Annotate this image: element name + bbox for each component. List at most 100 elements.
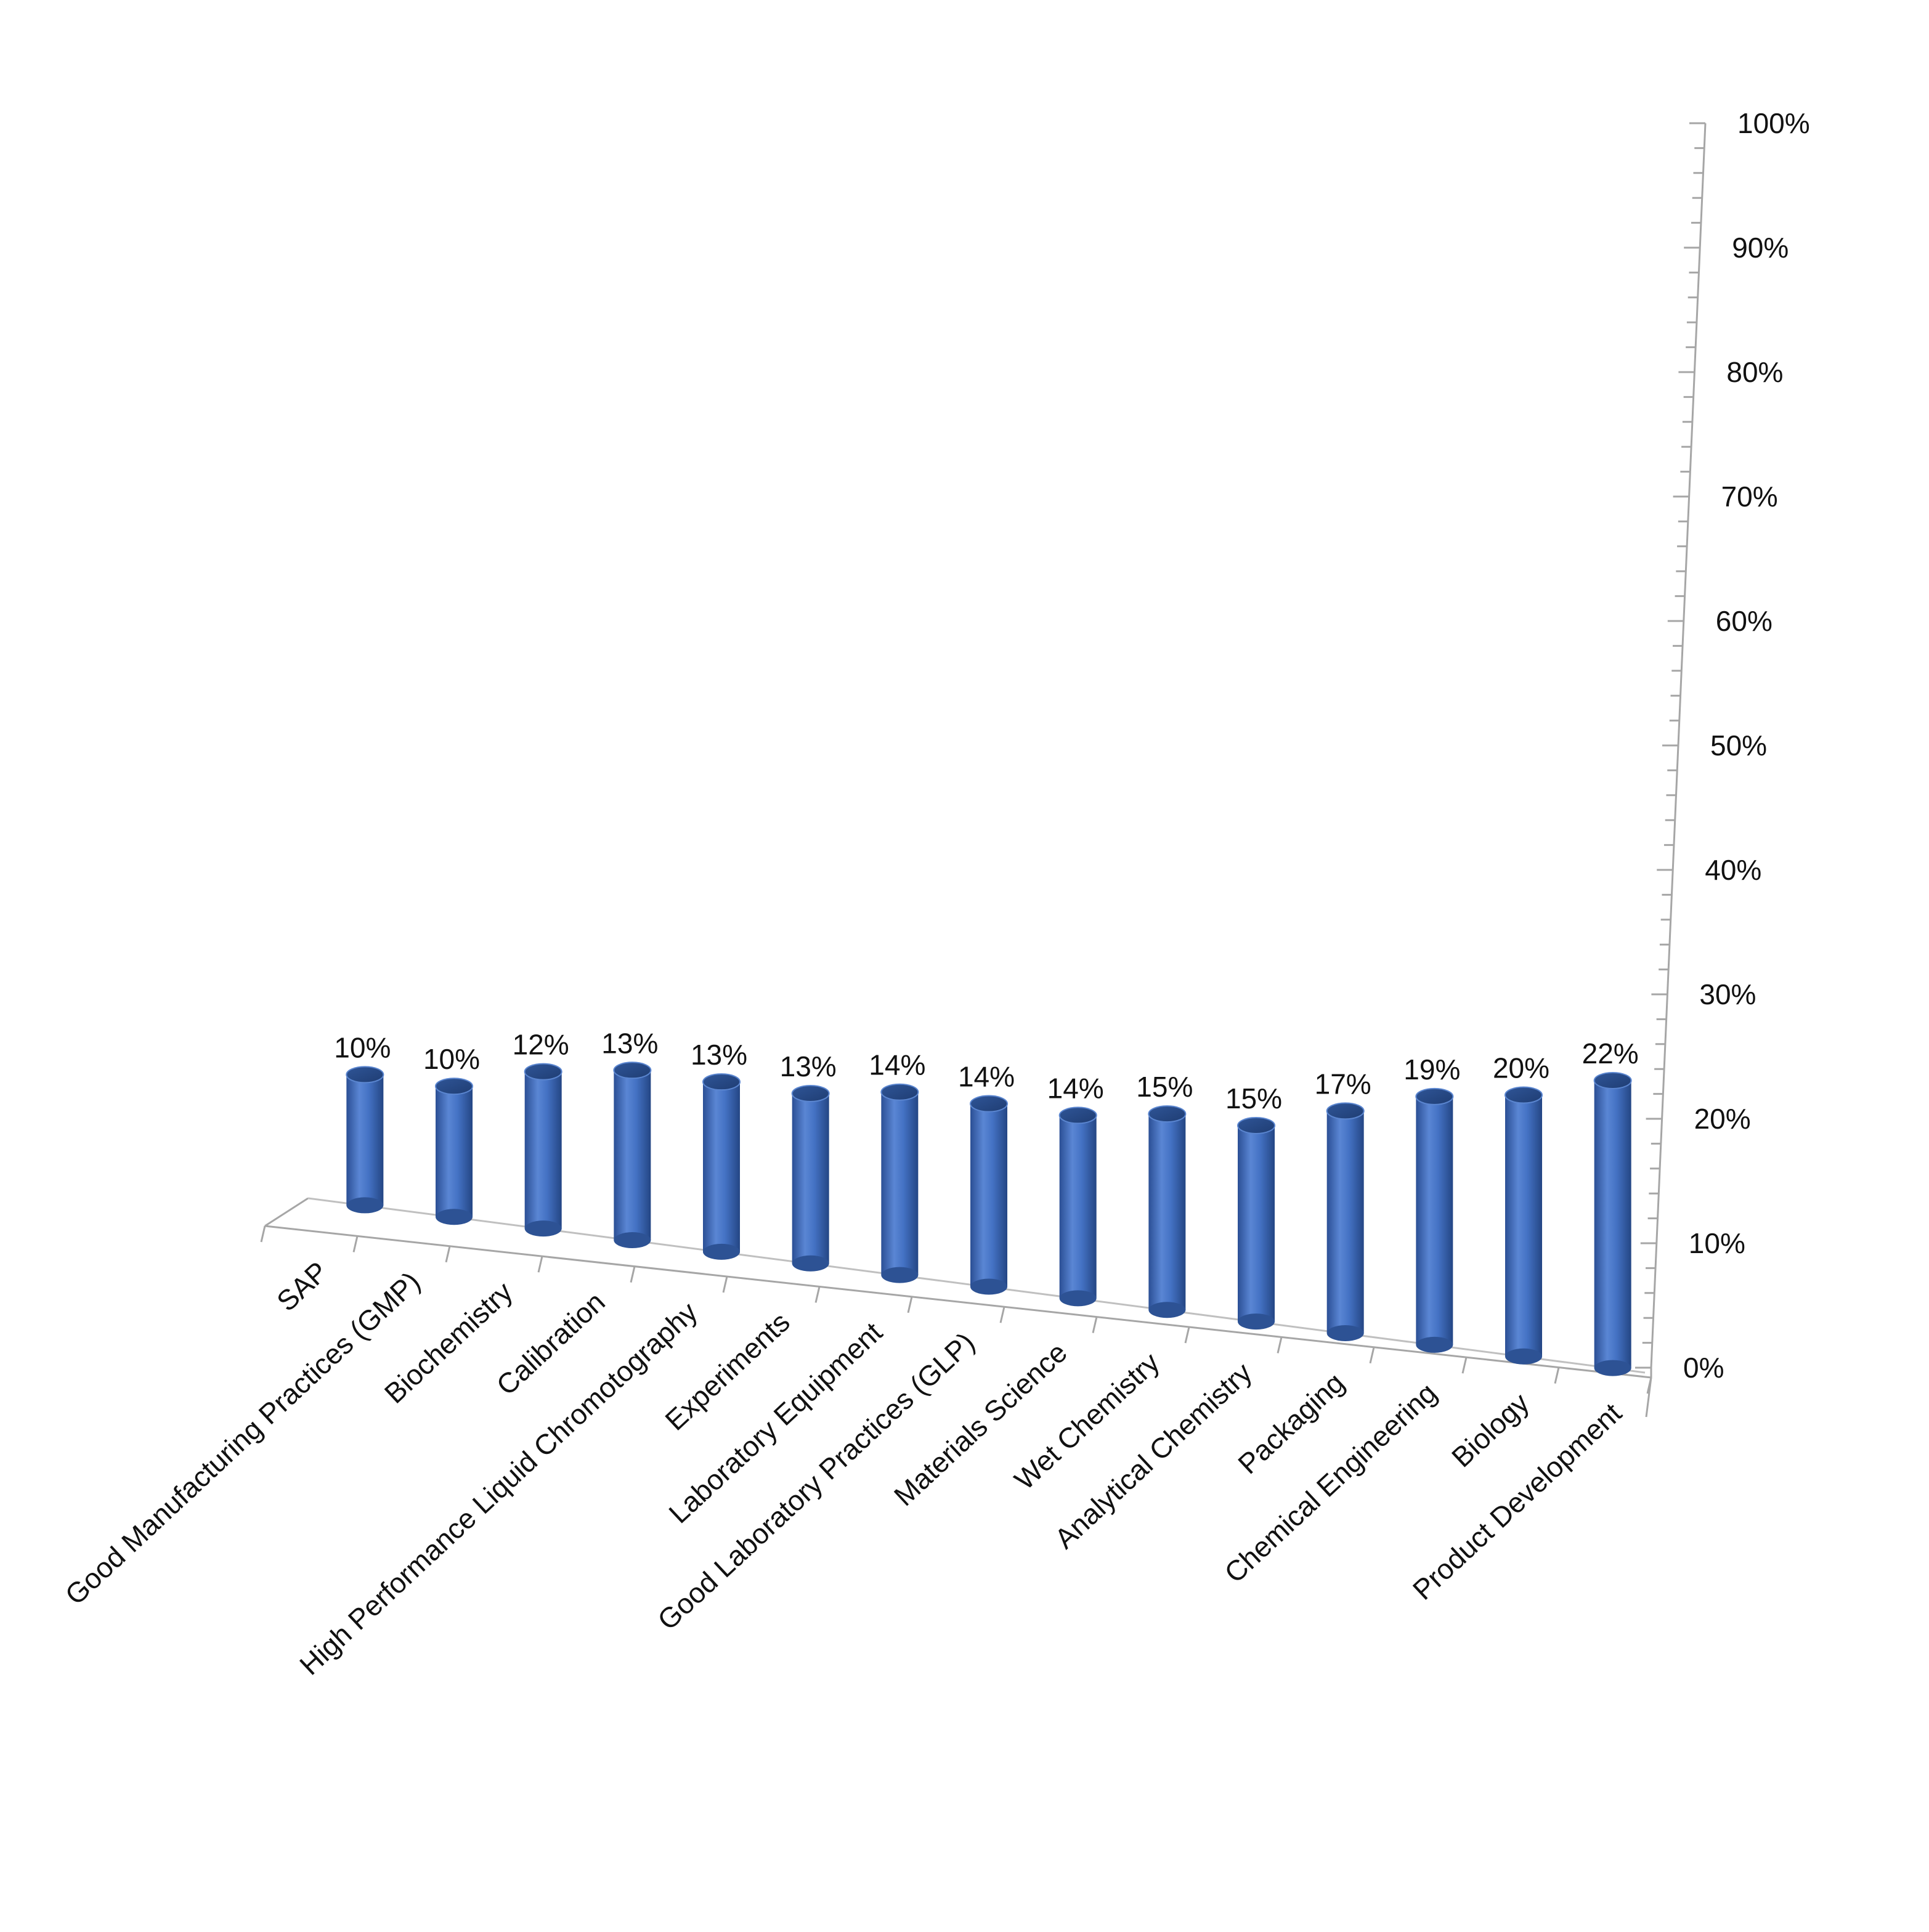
floor-left-edge (264, 1197, 309, 1227)
bar-top (880, 1083, 919, 1101)
data-label: 10% (423, 1043, 480, 1075)
data-label: 19% (1403, 1053, 1460, 1086)
data-label: 14% (1047, 1072, 1104, 1104)
bar-body (792, 1094, 829, 1264)
bar-top (1505, 1086, 1543, 1104)
data-label: 15% (1136, 1071, 1193, 1103)
bar-top (1415, 1087, 1454, 1105)
x-tick-mark (1184, 1326, 1190, 1344)
y-tick-label: 100% (1737, 107, 1810, 139)
x-tick-label: Analytical Chemistry (1049, 1356, 1258, 1554)
labels: 0% 10% 20% 30% 40% 50% 60% 70% 80% 90% 100% 10% 10% 1… (59, 107, 1809, 1681)
bar (791, 1085, 830, 1272)
bar-base (1059, 1290, 1097, 1307)
bar-base (1326, 1325, 1364, 1341)
data-label: 22% (1582, 1037, 1639, 1070)
bar (1058, 1106, 1097, 1307)
bar-top (613, 1061, 652, 1079)
data-label: 10% (334, 1031, 391, 1063)
data-label: 14% (958, 1061, 1015, 1093)
bar-base (1594, 1360, 1631, 1376)
bar-base (970, 1278, 1007, 1295)
bar (524, 1063, 562, 1237)
bar-base (614, 1232, 651, 1249)
bar-body (1238, 1125, 1275, 1322)
data-label: 15% (1225, 1082, 1282, 1114)
bar-top (702, 1073, 741, 1091)
x-tick-mark (1092, 1317, 1098, 1333)
bar-base (1505, 1348, 1542, 1365)
data-label: 13% (780, 1050, 837, 1082)
bar-top (435, 1078, 473, 1095)
y-tick-label: 90% (1732, 232, 1789, 264)
x-tick-label: SAP (270, 1255, 334, 1317)
bar-body (1416, 1096, 1453, 1345)
x-tick-label: Product Development (1407, 1397, 1628, 1606)
y-tick-label: 70% (1721, 481, 1778, 513)
x-tick-mark (1461, 1357, 1468, 1374)
bar (1326, 1102, 1365, 1341)
bar (346, 1066, 384, 1214)
x-tick-mark (1277, 1337, 1283, 1354)
bar-base (792, 1255, 829, 1272)
bar (1415, 1087, 1454, 1353)
bar-base (1238, 1313, 1275, 1330)
bar-body (614, 1070, 651, 1241)
y-tick-label: 50% (1710, 729, 1767, 761)
x-tick-label: Good Manufacturing Practices (GMP) (59, 1265, 426, 1611)
bar (1148, 1105, 1187, 1318)
x-tick-mark (814, 1286, 821, 1303)
y-tick-label: 20% (1694, 1103, 1751, 1135)
y-tick-label: 80% (1726, 356, 1783, 388)
x-tick-mark (1646, 1377, 1652, 1394)
bar-base (436, 1209, 473, 1225)
x-tick-mark (537, 1256, 543, 1273)
bar-top (1593, 1071, 1632, 1089)
bar (613, 1061, 652, 1249)
x-tick-mark (630, 1266, 636, 1283)
y-tick-label: 0% (1683, 1352, 1724, 1384)
bar-body (1326, 1111, 1364, 1333)
y-tick-label: 30% (1699, 978, 1756, 1010)
y-tick-label: 60% (1716, 605, 1773, 637)
data-label: 13% (601, 1027, 658, 1059)
bar (970, 1095, 1008, 1295)
bar-top (1058, 1106, 1097, 1124)
x-tick-mark (1554, 1367, 1560, 1384)
y-tick-label: 40% (1705, 854, 1761, 886)
data-label: 14% (869, 1049, 925, 1081)
x-tick-mark (722, 1276, 728, 1293)
x-tick-mark (260, 1225, 266, 1243)
x-tick-label: Materials Science (888, 1336, 1073, 1512)
data-label: 20% (1493, 1052, 1549, 1084)
x-tick-mark (999, 1306, 1005, 1323)
bar-top (970, 1095, 1008, 1113)
bar-top (1237, 1116, 1275, 1134)
bar-base (346, 1197, 384, 1214)
data-label: 12% (513, 1029, 569, 1061)
bar-top (524, 1063, 562, 1081)
bar-body (881, 1092, 919, 1275)
x-tick-label: Biology (1445, 1387, 1535, 1474)
bar-body (1059, 1115, 1097, 1299)
bar-base (881, 1267, 919, 1283)
bar-body (1594, 1080, 1631, 1368)
bar-base (1416, 1336, 1453, 1353)
bar (1505, 1086, 1543, 1365)
bar (880, 1083, 919, 1283)
data-label: 17% (1315, 1068, 1371, 1100)
x-axis-front-line (264, 1225, 1652, 1379)
bar-top (791, 1085, 830, 1103)
x-tick-mark (1369, 1347, 1375, 1364)
bar-body (436, 1086, 473, 1217)
y-tick-label: 10% (1689, 1227, 1745, 1259)
bar-base (524, 1220, 562, 1237)
bars (346, 1061, 1632, 1376)
bar-top (346, 1066, 384, 1084)
bar-top (1148, 1105, 1187, 1123)
x-tick-mark (907, 1296, 913, 1313)
bar-base (703, 1243, 740, 1260)
bar (1593, 1071, 1632, 1376)
